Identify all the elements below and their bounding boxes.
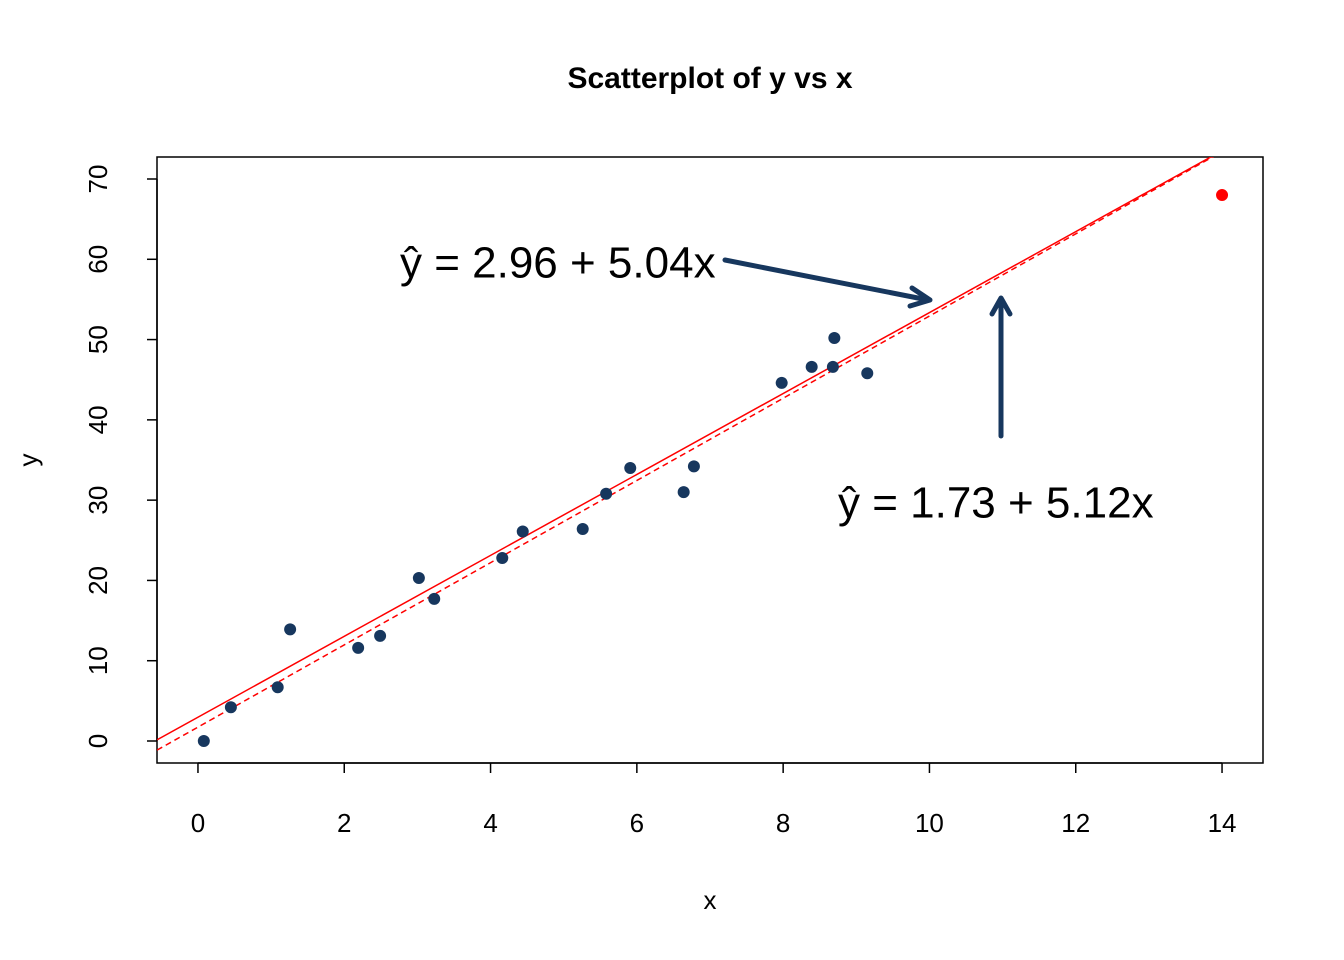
plot-area — [157, 157, 1229, 751]
point — [600, 487, 613, 500]
x-tick-label: 12 — [1061, 808, 1090, 838]
arrow-head — [989, 295, 1013, 317]
chart-title: Scatterplot of y vs x — [567, 62, 852, 95]
regression-line — [157, 157, 1214, 751]
y-tick-label: 30 — [83, 486, 113, 515]
annotation: ŷ = 2.96 + 5.04x — [400, 239, 716, 288]
y-tick-label: 20 — [83, 566, 113, 595]
y-tick-label: 10 — [83, 646, 113, 675]
point — [412, 572, 425, 585]
x-tick-label: 8 — [776, 808, 790, 838]
point — [197, 735, 210, 748]
y-tick-label: 0 — [83, 734, 113, 748]
point — [576, 523, 589, 536]
regression-line — [157, 157, 1213, 741]
point — [496, 551, 509, 564]
y-axis-label: y — [13, 454, 43, 467]
y-tick-label: 50 — [83, 325, 113, 354]
point — [352, 641, 365, 654]
y-tick-label: 70 — [83, 165, 113, 194]
x-tick-label: 14 — [1208, 808, 1237, 838]
x-axis-label: x — [704, 885, 717, 915]
point — [374, 629, 387, 642]
point — [687, 460, 700, 473]
x-tick-label: 10 — [915, 808, 944, 838]
point — [284, 623, 297, 636]
y-tick-label: 60 — [83, 245, 113, 274]
point — [805, 360, 818, 373]
point — [861, 367, 874, 380]
y-tick-label: 40 — [83, 405, 113, 434]
point — [775, 376, 788, 389]
x-tick-label: 4 — [483, 808, 497, 838]
point — [826, 360, 839, 373]
arrow — [722, 257, 931, 303]
point — [828, 331, 841, 344]
arrow-head — [907, 285, 933, 309]
annotation: ŷ = 1.73 + 5.12x — [838, 479, 1154, 528]
point — [1216, 189, 1229, 202]
point — [428, 592, 441, 605]
point — [677, 486, 690, 499]
point — [516, 525, 529, 538]
x-tick-label: 0 — [191, 808, 205, 838]
point — [224, 701, 237, 714]
point — [624, 462, 637, 475]
point — [271, 681, 284, 694]
arrows — [722, 257, 1013, 439]
x-tick-label: 6 — [630, 808, 644, 838]
x-tick-label: 2 — [337, 808, 351, 838]
